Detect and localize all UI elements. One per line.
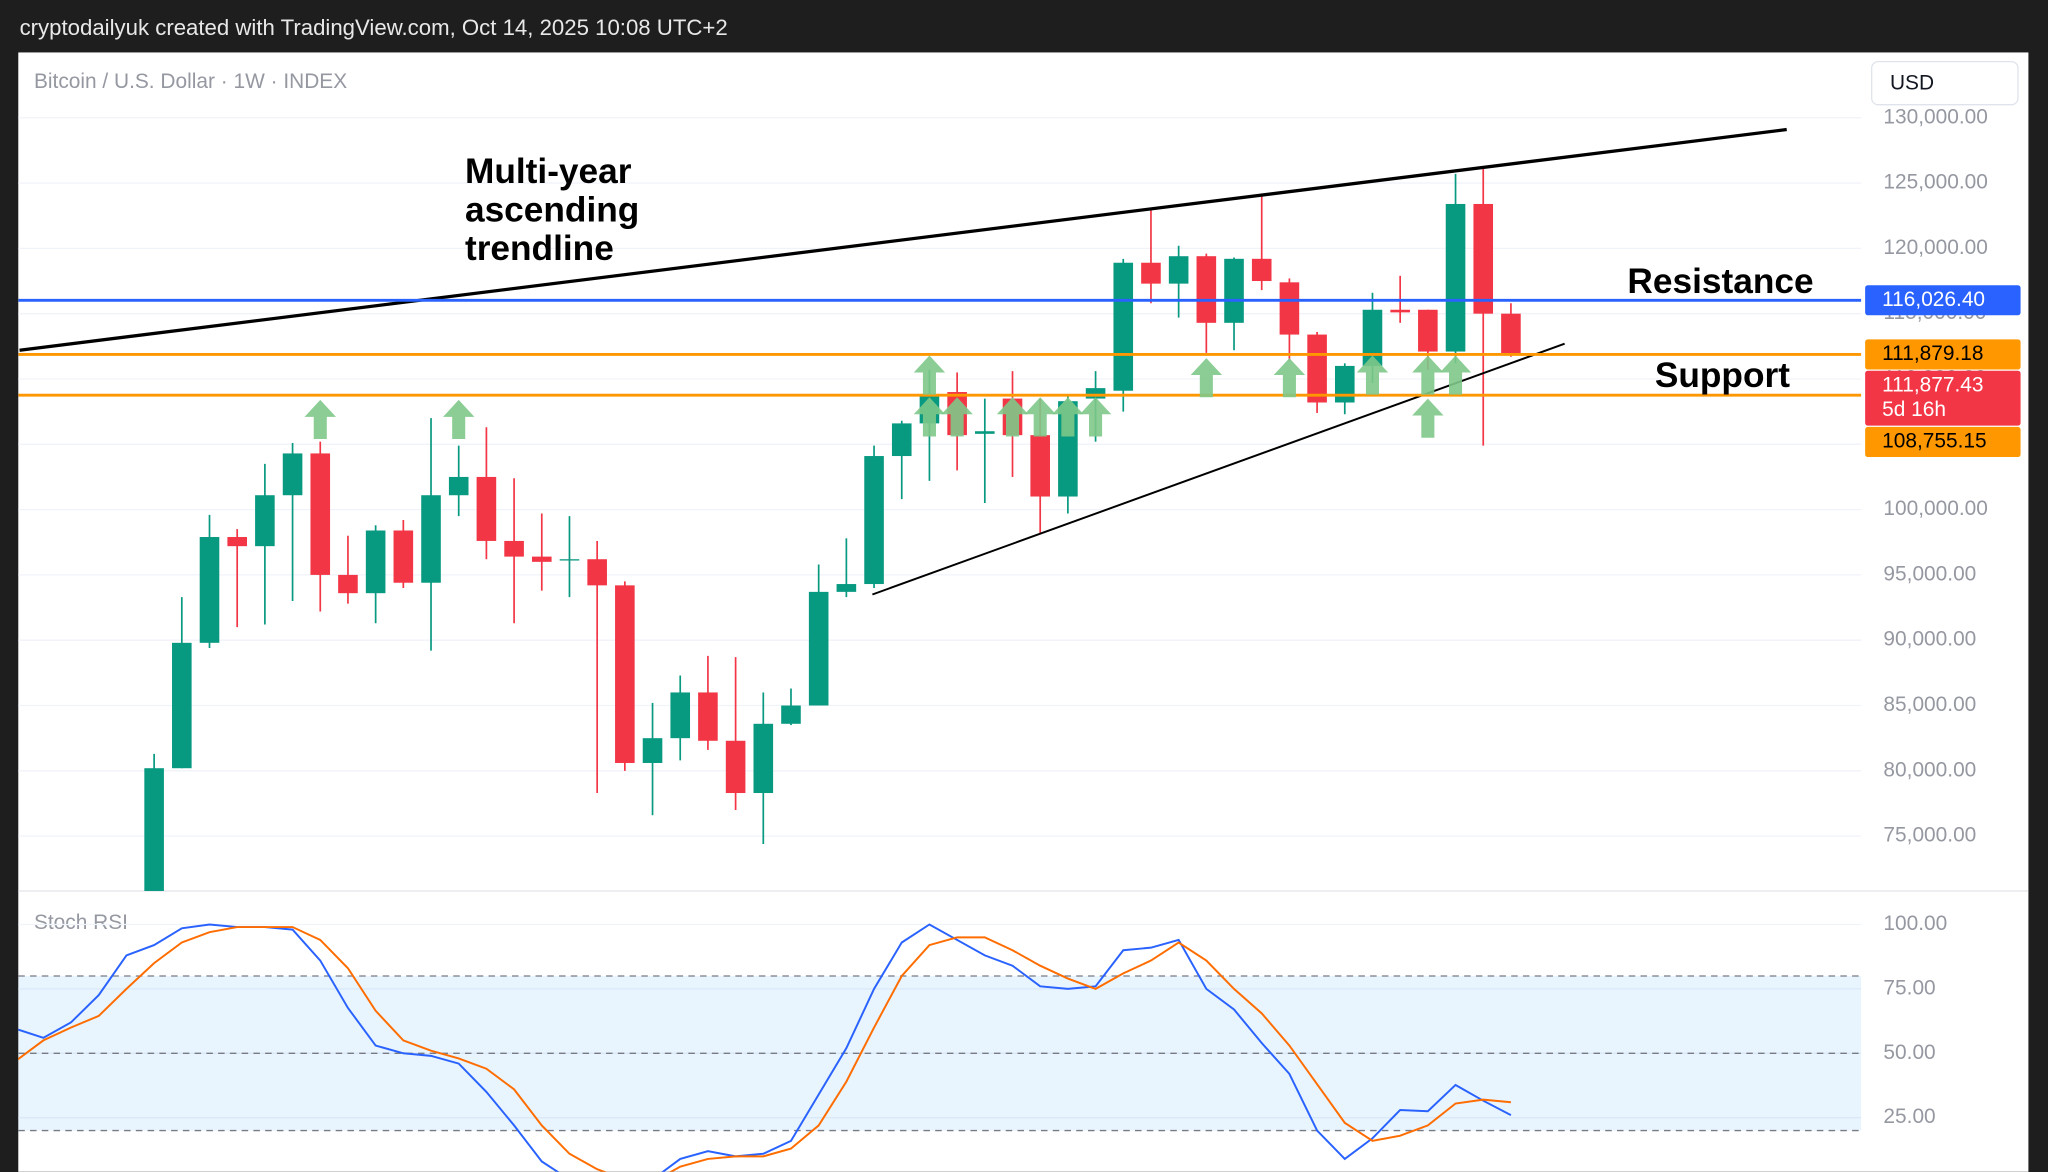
signal-arrow — [304, 399, 336, 440]
candle-body — [338, 574, 358, 594]
candle-body — [227, 537, 247, 547]
chart-area — [18, 52, 2029, 1172]
y-tick-label: 90,000.00 — [1883, 628, 1976, 651]
y-tick-label: 100,000.00 — [1883, 497, 1987, 520]
candle-body — [282, 453, 303, 496]
candle-body — [1445, 203, 1466, 352]
price-label-box — [1865, 285, 2021, 316]
currency[interactable]: USD — [1890, 71, 1934, 94]
candle-body — [476, 476, 497, 541]
signal-arrow — [1079, 397, 1112, 437]
price-label: 116,026.40 — [1882, 288, 1985, 311]
indicator-name: Stoch RSI — [34, 911, 128, 934]
candle-body — [199, 537, 220, 643]
candle-body — [531, 556, 552, 562]
candle-body — [1279, 282, 1300, 335]
price-label: 111,879.18 — [1882, 342, 1983, 365]
signal-arrow — [1273, 358, 1306, 398]
candle-body — [864, 456, 884, 585]
y-tick-label: 95,000.00 — [1883, 562, 1976, 585]
price-label-box — [1865, 339, 2021, 370]
candle-body — [1473, 203, 1494, 314]
candle-body — [1334, 365, 1355, 403]
price-label: 5d 16h — [1882, 398, 1946, 421]
currency-button[interactable] — [1871, 60, 2019, 106]
candle-body — [670, 692, 691, 739]
candle-body — [1390, 309, 1410, 313]
candle-body — [421, 495, 441, 583]
candle-body — [1113, 262, 1134, 391]
y-tick-label: 100.00 — [1883, 912, 1947, 935]
candle-body — [891, 423, 912, 457]
y-tick-label: 130,000.00 — [1883, 105, 1987, 128]
annotation: Resistance — [1627, 262, 1813, 301]
price-label: 108,755.15 — [1882, 429, 1986, 452]
signal-arrow — [1439, 355, 1472, 395]
annotation: Support — [1655, 356, 1790, 395]
candle-body — [1196, 256, 1217, 323]
signal-arrow — [443, 399, 475, 440]
candle-body — [255, 495, 275, 547]
y-tick-label: 80,000.00 — [1883, 758, 1976, 781]
signal-arrow — [1052, 397, 1084, 437]
y-tick-label: 120,000.00 — [1883, 236, 1987, 259]
annotation: Multi-year — [465, 152, 632, 191]
signal-arrow — [996, 397, 1029, 437]
candle-body — [393, 530, 414, 583]
candle-body — [1251, 258, 1272, 282]
candle-body — [1141, 262, 1161, 284]
candle-body — [504, 540, 524, 557]
candle-body — [1501, 313, 1521, 355]
candle-body — [836, 584, 857, 592]
candle-body — [310, 453, 331, 575]
signal-arrow — [913, 397, 946, 437]
signal-arrow — [1356, 355, 1389, 395]
symbol-title: Bitcoin / U.S. Dollar · 1W · INDEX — [34, 70, 347, 93]
candle-body — [1362, 309, 1383, 366]
y-tick-label: 125,000.00 — [1883, 171, 1987, 194]
candle-body — [975, 431, 995, 434]
y-tick-label: 85,000.00 — [1883, 693, 1976, 716]
candle-body — [1418, 309, 1438, 352]
signal-arrow — [913, 355, 946, 395]
candle-body — [615, 585, 635, 763]
candle-body — [781, 705, 801, 724]
y-tick-label: 75.00 — [1883, 976, 1935, 999]
candle-body — [642, 738, 663, 763]
candle-body — [808, 591, 829, 706]
price-label: 111,877.43 — [1882, 373, 1983, 396]
y-tick-label: 50.00 — [1883, 1041, 1935, 1064]
candle-body — [587, 559, 607, 586]
y-tick-label: 75,000.00 — [1883, 824, 1976, 847]
candle-body — [698, 692, 718, 741]
trendline — [19, 127, 1787, 352]
candle-body — [144, 768, 164, 891]
y-tick-label: 25.00 — [1883, 1105, 1935, 1128]
candle-body — [1307, 334, 1327, 403]
price-label-box — [1865, 370, 2021, 426]
signal-arrow — [1412, 398, 1444, 438]
candle-body — [1224, 258, 1244, 323]
candle-body — [1168, 256, 1189, 284]
price-label-box — [1865, 426, 2021, 457]
annotation: trendline — [465, 229, 614, 268]
candle-body — [448, 476, 469, 496]
candle-body — [559, 559, 580, 561]
annotation: ascending — [465, 191, 639, 230]
header: cryptodailyuk created with TradingView.c… — [20, 15, 728, 40]
signal-arrow — [1190, 358, 1223, 398]
candle-body — [1085, 388, 1106, 399]
signal-arrow — [941, 397, 973, 437]
signal-arrow — [1024, 397, 1056, 437]
candle-body — [365, 530, 386, 594]
signal-arrow — [1412, 355, 1444, 395]
candle-body — [1030, 435, 1050, 497]
candle-body — [753, 723, 774, 794]
stoch-line — [18, 926, 1512, 1172]
candle-body — [725, 740, 746, 794]
candle-body — [172, 642, 192, 769]
